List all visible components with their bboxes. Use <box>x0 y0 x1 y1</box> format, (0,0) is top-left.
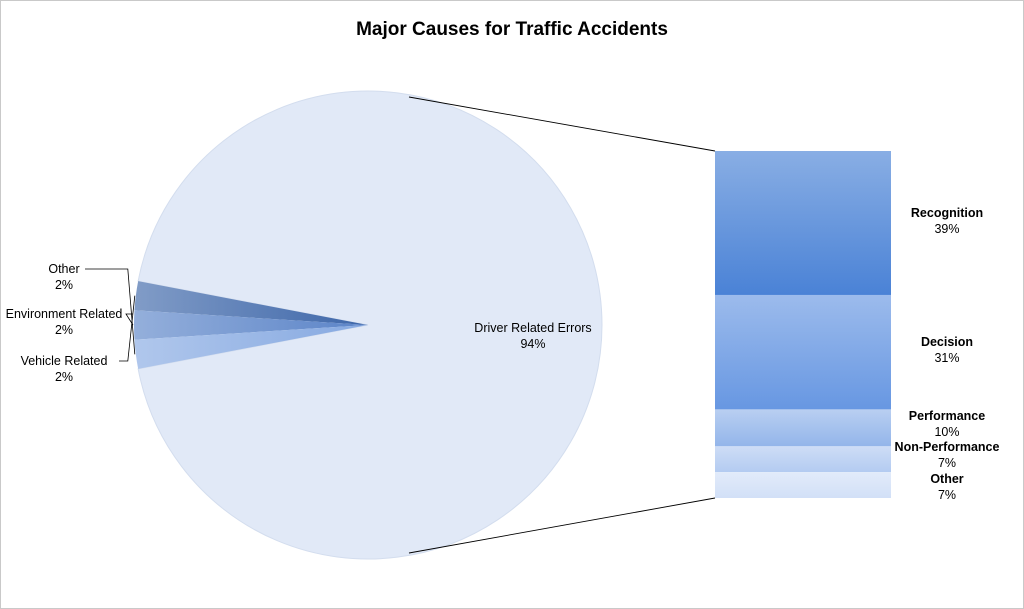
bar-label-performance: Performance 10% <box>909 409 985 439</box>
connector-bottom <box>408 497 716 554</box>
bar-label-non-performance: Non-Performance 7% <box>895 440 1000 470</box>
chart-title: Major Causes for Traffic Accidents <box>356 19 668 40</box>
pie-slice-environment-related <box>133 310 368 340</box>
bar-of-pie <box>715 151 891 498</box>
bar-segment-other <box>715 472 891 498</box>
data-labels: Other 2% Environment Related 2% Vehicle Rela… <box>6 206 1000 502</box>
bar-label-recognition: Recognition 39% <box>911 206 983 236</box>
connector-top <box>408 96 716 152</box>
bar-segment-performance <box>715 409 891 447</box>
pie <box>133 90 603 560</box>
leader-line-other <box>85 268 136 355</box>
connector-lines <box>408 96 716 554</box>
bar-segment-decision <box>715 294 891 410</box>
bar-segment-non-performance <box>715 446 891 473</box>
leader-line-vehicle-related <box>119 295 136 362</box>
pie-label-vehicle-related: Vehicle Related 2% <box>21 354 108 384</box>
pie-slice-vehicle-related <box>134 281 368 325</box>
pie-label-driver-related-errors: Driver Related Errors 94% <box>474 321 591 351</box>
pie-slice-driver-related-errors <box>137 90 603 560</box>
pie-label-environment-related: Environment Related 2% <box>6 307 123 337</box>
bar-segment-recognition <box>715 151 891 295</box>
bar-label-other: Other 7% <box>930 472 963 502</box>
pie-label-other: Other 2% <box>48 262 79 292</box>
leader-line-environment-related <box>125 313 134 326</box>
bar-label-decision: Decision 31% <box>921 335 973 365</box>
pie-slice-other <box>134 325 368 369</box>
